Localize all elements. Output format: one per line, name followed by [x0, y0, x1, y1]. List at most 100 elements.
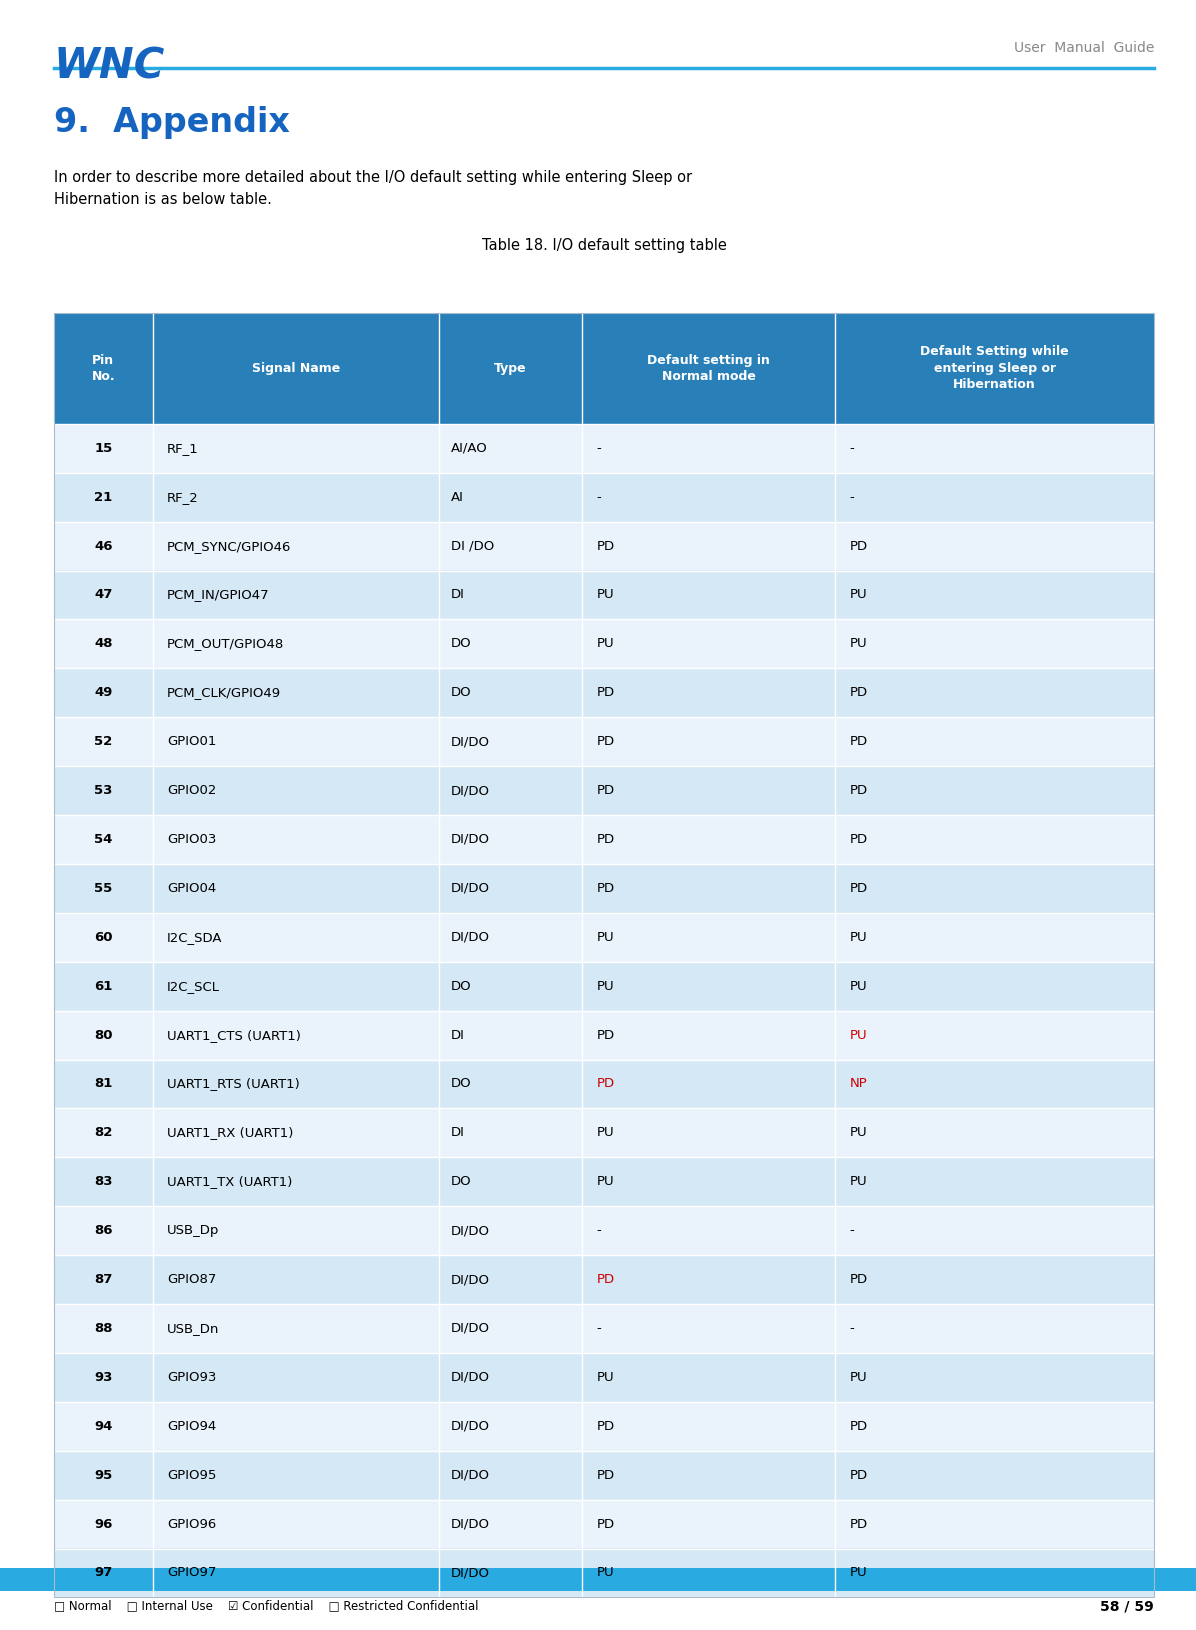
Bar — [54, 313, 1154, 1597]
Text: -: - — [597, 442, 602, 455]
Text: DO: DO — [451, 1077, 471, 1090]
Text: PU: PU — [849, 637, 867, 650]
Bar — [54, 1255, 1154, 1304]
Text: I2C_SCL: I2C_SCL — [167, 980, 220, 993]
Text: PD: PD — [597, 882, 615, 895]
Text: PCM_SYNC/GPIO46: PCM_SYNC/GPIO46 — [167, 540, 292, 553]
Text: DI: DI — [451, 588, 465, 601]
Text: PD: PD — [597, 1469, 615, 1482]
Text: PU: PU — [597, 980, 614, 993]
Text: 46: 46 — [94, 540, 112, 553]
Text: DI/DO: DI/DO — [451, 1566, 490, 1579]
Text: 94: 94 — [94, 1420, 112, 1433]
Text: PD: PD — [849, 1518, 867, 1531]
Text: DI/DO: DI/DO — [451, 1371, 490, 1384]
Bar — [54, 619, 1154, 668]
Text: DO: DO — [451, 686, 471, 699]
Text: Type: Type — [494, 362, 526, 375]
Bar — [54, 522, 1154, 570]
Text: UART1_RTS (UART1): UART1_RTS (UART1) — [167, 1077, 300, 1090]
Text: PU: PU — [849, 1175, 867, 1188]
Bar — [54, 473, 1154, 522]
Text: 9.  Appendix: 9. Appendix — [54, 106, 289, 139]
Text: 55: 55 — [94, 882, 112, 895]
Text: 83: 83 — [94, 1175, 112, 1188]
Bar — [54, 424, 1154, 473]
Text: PD: PD — [597, 686, 615, 699]
Text: DI/DO: DI/DO — [451, 1469, 490, 1482]
Text: 97: 97 — [94, 1566, 112, 1579]
Text: DI/DO: DI/DO — [451, 735, 490, 748]
Text: DI /DO: DI /DO — [451, 540, 494, 553]
Text: -: - — [597, 1322, 602, 1335]
Text: GPIO97: GPIO97 — [167, 1566, 216, 1579]
Text: PD: PD — [849, 1273, 867, 1286]
Text: DI: DI — [451, 1126, 465, 1139]
Bar — [54, 815, 1154, 864]
Text: User  Manual  Guide: User Manual Guide — [1014, 41, 1154, 55]
Bar — [54, 766, 1154, 815]
Text: PD: PD — [597, 1518, 615, 1531]
Text: DO: DO — [451, 980, 471, 993]
Text: PD: PD — [597, 833, 615, 846]
Text: DI/DO: DI/DO — [451, 784, 490, 797]
Text: PD: PD — [849, 540, 867, 553]
Bar — [54, 1548, 1154, 1597]
Text: -: - — [849, 442, 854, 455]
Text: I2C_SDA: I2C_SDA — [167, 931, 222, 944]
Bar — [0, 1568, 1196, 1591]
Text: DI/DO: DI/DO — [451, 1420, 490, 1433]
Text: GPIO95: GPIO95 — [167, 1469, 216, 1482]
Text: DO: DO — [451, 637, 471, 650]
Text: USB_Dp: USB_Dp — [167, 1224, 220, 1237]
Text: In order to describe more detailed about the I/O default setting while entering : In order to describe more detailed about… — [54, 170, 692, 207]
Text: GPIO94: GPIO94 — [167, 1420, 216, 1433]
Text: PU: PU — [849, 588, 867, 601]
Bar — [54, 1108, 1154, 1157]
Text: PU: PU — [597, 588, 614, 601]
Text: PD: PD — [849, 1420, 867, 1433]
Text: UART1_TX (UART1): UART1_TX (UART1) — [167, 1175, 293, 1188]
Text: Table 18. I/O default setting table: Table 18. I/O default setting table — [482, 238, 726, 253]
Text: -: - — [597, 491, 602, 504]
Text: 49: 49 — [94, 686, 112, 699]
Text: NP: NP — [849, 1077, 867, 1090]
Text: PCM_CLK/GPIO49: PCM_CLK/GPIO49 — [167, 686, 281, 699]
Text: PCM_IN/GPIO47: PCM_IN/GPIO47 — [167, 588, 270, 601]
Text: AI/AO: AI/AO — [451, 442, 488, 455]
Text: PD: PD — [597, 735, 615, 748]
Text: PU: PU — [597, 931, 614, 944]
Text: PU: PU — [849, 1566, 867, 1579]
Bar — [54, 1011, 1154, 1060]
Bar — [54, 1206, 1154, 1255]
Bar — [54, 913, 1154, 962]
Text: PU: PU — [849, 980, 867, 993]
Text: 54: 54 — [94, 833, 112, 846]
Text: GPIO87: GPIO87 — [167, 1273, 216, 1286]
Text: AI: AI — [451, 491, 464, 504]
Text: PU: PU — [597, 1566, 614, 1579]
Bar — [54, 668, 1154, 717]
Bar — [54, 1304, 1154, 1353]
Text: DI/DO: DI/DO — [451, 931, 490, 944]
Text: DO: DO — [451, 1175, 471, 1188]
Text: PCM_OUT/GPIO48: PCM_OUT/GPIO48 — [167, 637, 285, 650]
Text: PD: PD — [597, 1273, 615, 1286]
Text: 80: 80 — [94, 1029, 112, 1042]
Text: PD: PD — [597, 1029, 615, 1042]
Bar — [54, 864, 1154, 913]
Text: DI/DO: DI/DO — [451, 882, 490, 895]
Bar — [54, 570, 1154, 619]
Text: UART1_RX (UART1): UART1_RX (UART1) — [167, 1126, 293, 1139]
Text: PD: PD — [849, 882, 867, 895]
Text: PU: PU — [849, 1371, 867, 1384]
Text: 53: 53 — [94, 784, 112, 797]
Text: -: - — [597, 1224, 602, 1237]
Text: USB_Dn: USB_Dn — [167, 1322, 220, 1335]
Text: PD: PD — [597, 1420, 615, 1433]
Text: UART1_CTS (UART1): UART1_CTS (UART1) — [167, 1029, 301, 1042]
Text: GPIO03: GPIO03 — [167, 833, 216, 846]
Bar — [54, 717, 1154, 766]
Text: GPIO01: GPIO01 — [167, 735, 216, 748]
Text: -: - — [849, 491, 854, 504]
